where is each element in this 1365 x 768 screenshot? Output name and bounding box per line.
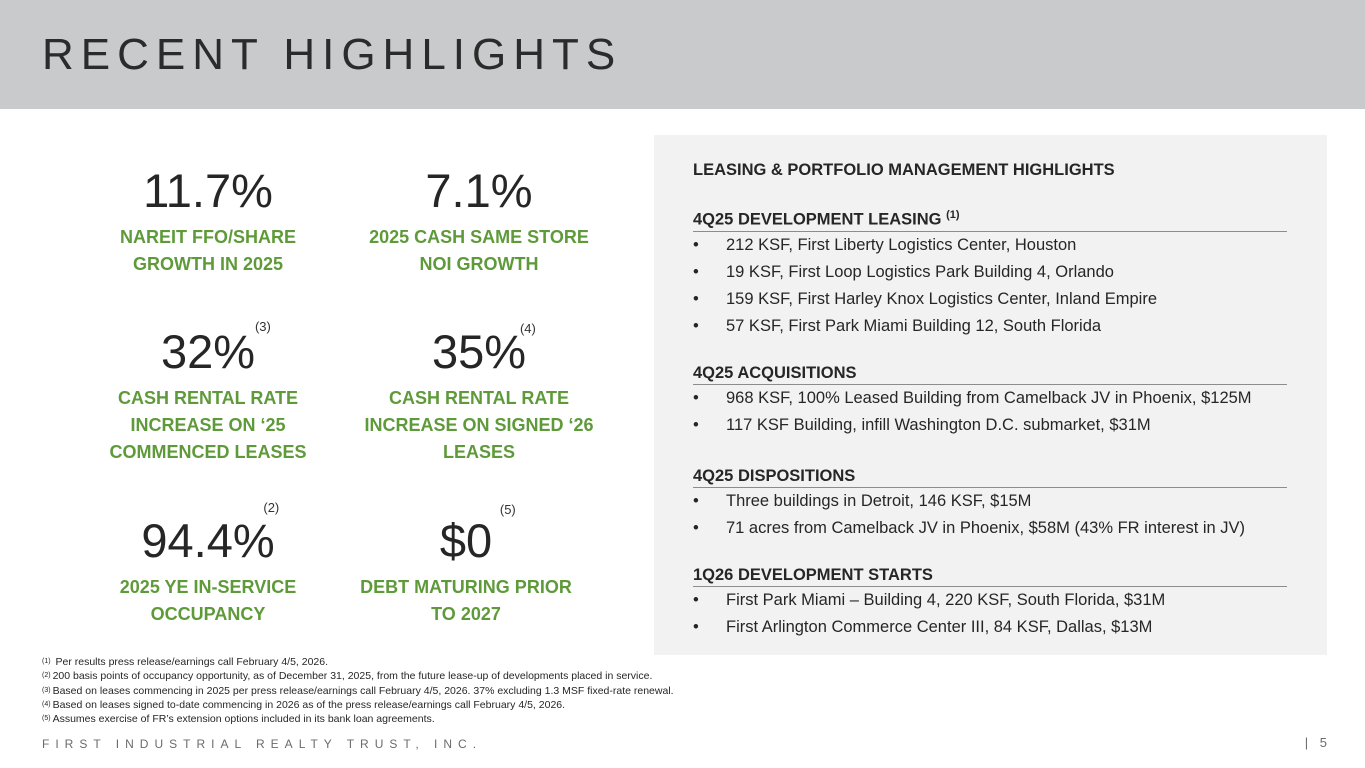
metric-commenced-rental-rate: 32% (3) CASH RENTAL RATE INCREASE ON ‘25 … [93,319,323,466]
footer-company-name: FIRST INDUSTRIAL REALTY TRUST, INC. [42,737,483,751]
metric-value: 94.4% (2) [141,500,280,567]
list-item: 19 KSF, First Loop Logistics Park Buildi… [693,259,1287,286]
metric-label: CASH RENTAL RATE INCREASE ON ‘25 COMMENC… [109,388,307,462]
header-band [0,0,1365,109]
section-development-leasing: 4Q25 DEVELOPMENT LEASING (1) 212 KSF, Fi… [693,209,1287,340]
metric-signed-rental-rate: 35% (4) CASH RENTAL RATE INCREASE ON SIGN… [364,321,594,466]
list-item: 968 KSF, 100% Leased Building from Camel… [693,385,1287,412]
section-heading: 4Q25 DISPOSITIONS [693,467,1287,488]
page-number: | 5 [1304,735,1331,750]
section-heading: 1Q26 DEVELOPMENT STARTS [693,566,1287,587]
list-item: First Park Miami – Building 4, 220 KSF, … [693,587,1287,614]
footnote: (3) Based on leases commencing in 2025 pe… [42,684,674,697]
section-heading: 4Q25 ACQUISITIONS [693,364,1287,385]
footnote: (5) Assumes exercise of FR’s extension op… [42,713,435,726]
footnote: (2) 200 basis points of occupancy opportu… [42,670,653,683]
footnote: (4) Based on leases signed to-date commen… [42,698,566,711]
metric-footnote-mark: (5) [499,502,516,517]
metric-value: 11.7% [143,164,273,217]
metric-footnote-mark: (3) [254,319,271,334]
metric-occupancy: 94.4% (2) 2025 YE IN-SERVICE OCCUPANCY [93,500,323,628]
footnote-mark: (3) [42,686,51,694]
list-item: Three buildings in Detroit, 146 KSF, $15… [693,488,1287,515]
bullet-list: First Park Miami – Building 4, 220 KSF, … [693,587,1287,641]
metric-label: 2025 CASH SAME STORE NOI GROWTH [369,227,589,274]
metric-value: 35% (4) [431,321,536,378]
section-heading: 4Q25 DEVELOPMENT LEASING (1) [693,209,1287,232]
list-item: 71 acres from Camelback JV in Phoenix, $… [693,515,1287,542]
footnote-mark: (1) [42,658,51,665]
panel-title: LEASING & PORTFOLIO MANAGEMENT HIGHLIGHT… [693,161,1115,179]
section-acquisitions: 4Q25 ACQUISITIONS 968 KSF, 100% Leased B… [693,364,1287,439]
metric-ffo-growth: 11.7% NAREIT FFO/SHARE GROWTH IN 2025 [93,167,323,278]
section-development-starts: 1Q26 DEVELOPMENT STARTS First Park Miami… [693,566,1287,641]
metric-debt-maturing: $0 (5) DEBT MATURING PRIOR TO 2027 [351,502,581,628]
metric-label: NAREIT FFO/SHARE GROWTH IN 2025 [119,227,296,274]
footnotes: (1) Per results press release/earnings c… [42,655,674,726]
footnote: (1) Per results press release/earnings c… [42,656,329,668]
footnote-mark: (5) [42,715,51,723]
bullet-list: Three buildings in Detroit, 146 KSF, $15… [693,488,1287,542]
metric-label: CASH RENTAL RATE INCREASE ON SIGNED ‘26 … [364,388,594,462]
metric-label: 2025 YE IN-SERVICE OCCUPANCY [119,577,297,624]
bullet-list: 212 KSF, First Liberty Logistics Center,… [693,232,1287,340]
metric-value: $0 (5) [439,502,516,567]
list-item: First Arlington Commerce Center III, 84 … [693,614,1287,641]
metric-label: DEBT MATURING PRIOR TO 2027 [360,577,572,624]
list-item: 117 KSF Building, infill Washington D.C.… [693,412,1287,439]
list-item: 212 KSF, First Liberty Logistics Center,… [693,232,1287,259]
metric-same-store-noi: 7.1% 2025 CASH SAME STORE NOI GROWTH [364,167,594,278]
metric-footnote-mark: (4) [519,321,536,336]
metric-footnote-mark: (2) [263,500,280,515]
footnote-mark: (2) [42,672,51,680]
section-footnote-mark: (1) [946,209,960,221]
metric-value: 7.1% [425,164,533,217]
section-dispositions: 4Q25 DISPOSITIONS Three buildings in Det… [693,467,1287,542]
highlights-panel: LEASING & PORTFOLIO MANAGEMENT HIGHLIGHT… [654,135,1327,655]
metric-value: 32% (3) [160,319,271,378]
footnote-mark: (4) [42,700,51,708]
list-item: 159 KSF, First Harley Knox Logistics Cen… [693,286,1287,313]
bullet-list: 968 KSF, 100% Leased Building from Camel… [693,385,1287,439]
page-title: RECENT HIGHLIGHTS [42,30,623,79]
list-item: 57 KSF, First Park Miami Building 12, So… [693,313,1287,340]
